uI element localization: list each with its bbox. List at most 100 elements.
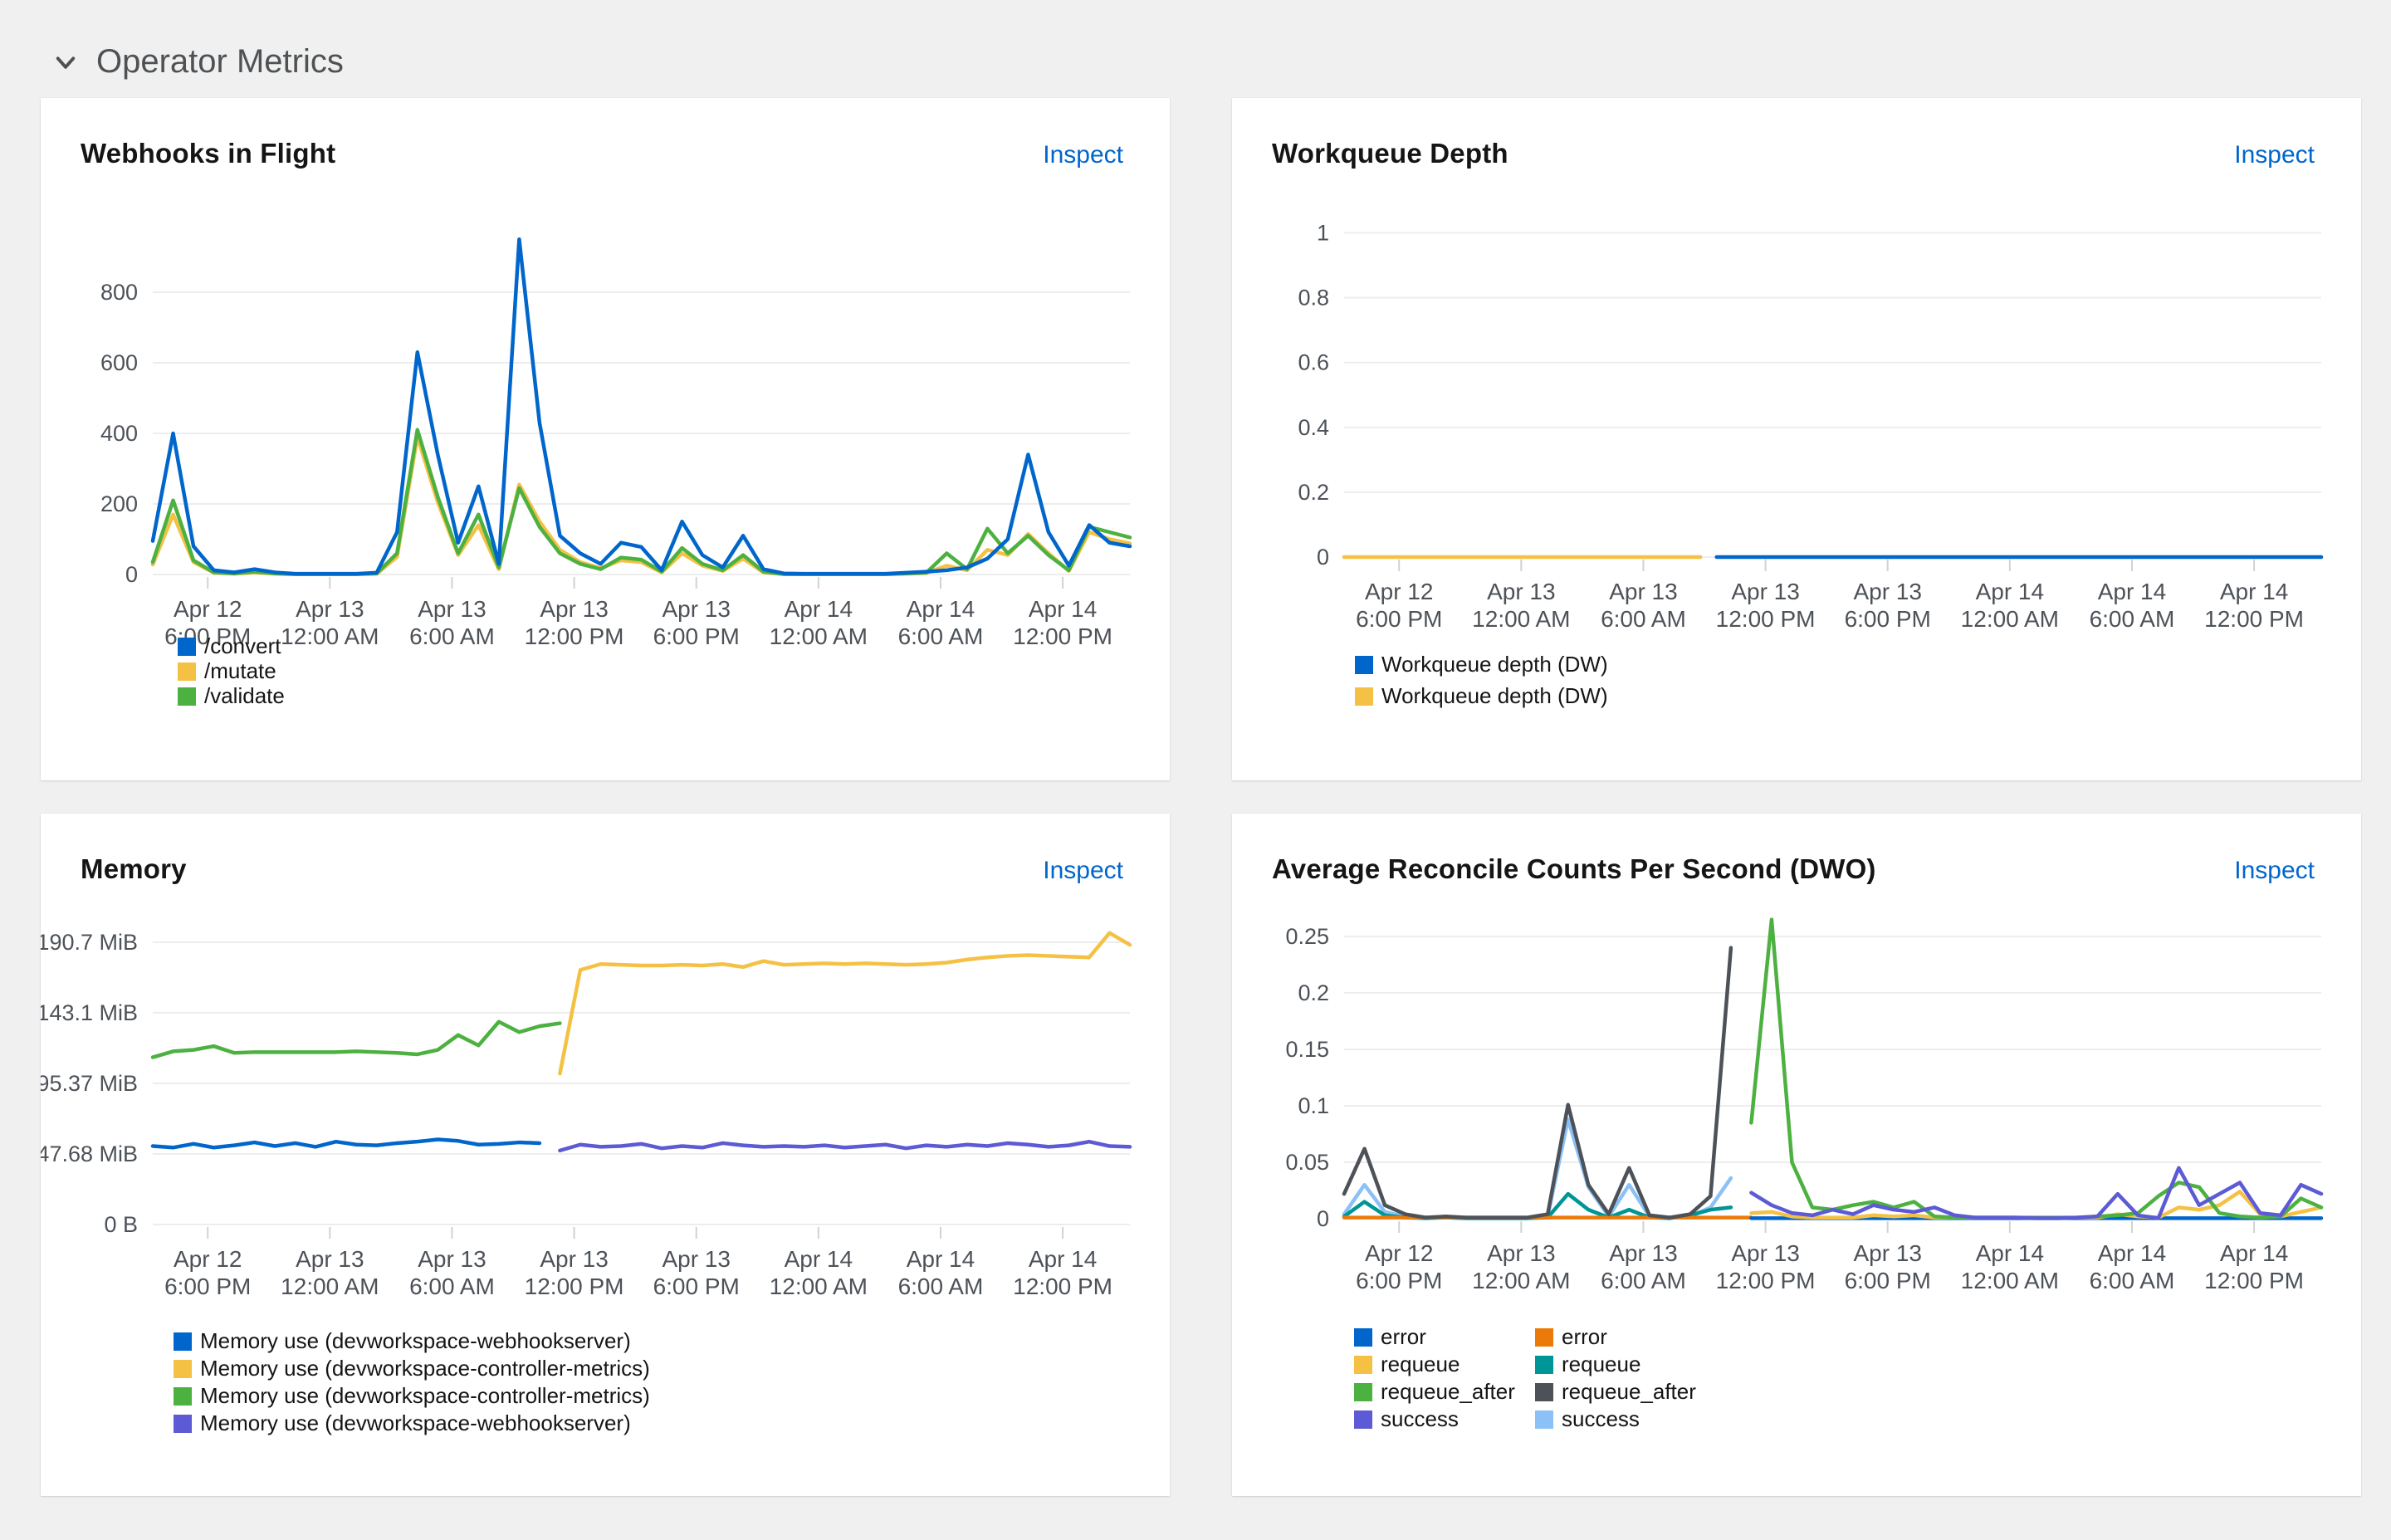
svg-text:Apr 13: Apr 13 xyxy=(1487,579,1556,604)
svg-text:Apr 14: Apr 14 xyxy=(785,596,853,622)
svg-text:12:00 AM: 12:00 AM xyxy=(770,1274,868,1299)
svg-text:0: 0 xyxy=(1317,1206,1329,1231)
inspect-link[interactable]: Inspect xyxy=(2234,141,2315,169)
svg-text:Memory use (devworkspace-webho: Memory use (devworkspace-webhookserver) xyxy=(200,1410,631,1435)
chevron-down-icon xyxy=(56,56,76,69)
panel-webhooks-in-flight: 0 200 400 600 800 Apr 12 6:00 PM Apr 13 12:00 AM… xyxy=(41,98,1170,780)
svg-text:0.4: 0.4 xyxy=(1298,415,1329,440)
svg-text:12:00 PM: 12:00 PM xyxy=(1013,1274,1112,1299)
svg-text:47.68 MiB: 47.68 MiB xyxy=(41,1142,138,1166)
section-title: Operator Metrics xyxy=(96,43,344,80)
svg-text:error: error xyxy=(1381,1324,1426,1349)
svg-text:12:00 AM: 12:00 AM xyxy=(1472,606,1570,632)
svg-text:0 B: 0 B xyxy=(104,1212,138,1237)
svg-text:Apr 13: Apr 13 xyxy=(662,596,731,622)
svg-text:success: success xyxy=(1381,1406,1459,1431)
svg-text:95.37 MiB: 95.37 MiB xyxy=(41,1071,138,1096)
svg-text:6:00 PM: 6:00 PM xyxy=(653,623,740,649)
inspect-link[interactable]: Inspect xyxy=(2234,857,2315,884)
svg-text:12:00 PM: 12:00 PM xyxy=(2204,1268,2304,1293)
svg-text:Apr 13: Apr 13 xyxy=(540,1246,609,1272)
svg-text:12:00 AM: 12:00 AM xyxy=(770,623,868,649)
panel-title: Workqueue Depth xyxy=(1272,138,1508,169)
svg-text:6:00 PM: 6:00 PM xyxy=(653,1274,740,1299)
svg-text:0.1: 0.1 xyxy=(1298,1093,1329,1118)
svg-text:12:00 PM: 12:00 PM xyxy=(1716,606,1816,632)
panel-title: Webhooks in Flight xyxy=(81,138,336,169)
svg-text:Apr 13: Apr 13 xyxy=(1853,579,1922,604)
svg-text:12:00 PM: 12:00 PM xyxy=(525,1274,624,1299)
svg-text:1: 1 xyxy=(1317,221,1329,246)
panel-title: Memory xyxy=(81,853,187,884)
svg-text:success: success xyxy=(1562,1406,1640,1431)
svg-text:Apr 13: Apr 13 xyxy=(1731,1240,1800,1266)
svg-text:requeue_after: requeue_after xyxy=(1562,1379,1696,1404)
svg-text:6:00 PM: 6:00 PM xyxy=(1845,606,1931,632)
svg-text:6:00 AM: 6:00 AM xyxy=(409,623,495,649)
svg-text:6:00 PM: 6:00 PM xyxy=(1845,1268,1931,1293)
svg-text:12:00 AM: 12:00 AM xyxy=(281,1274,379,1299)
operator-metrics-section-toggle[interactable]: Operator Metrics xyxy=(53,43,344,81)
svg-text:0.15: 0.15 xyxy=(1285,1037,1329,1062)
svg-text:12:00 AM: 12:00 AM xyxy=(1961,606,2059,632)
svg-text:400: 400 xyxy=(100,421,138,446)
svg-text:Workqueue depth (DW): Workqueue depth (DW) xyxy=(1381,683,1608,708)
svg-text:/mutate: /mutate xyxy=(204,658,276,683)
panel-workqueue-depth: 0 0.2 0.4 0.6 0.8 1 Apr 12 6:00 PM Apr 13 12:00 A… xyxy=(1232,98,2361,780)
svg-text:12:00 PM: 12:00 PM xyxy=(1013,623,1112,649)
svg-text:Apr 13: Apr 13 xyxy=(296,596,364,622)
svg-text:error: error xyxy=(1562,1324,1607,1349)
svg-text:Apr 13: Apr 13 xyxy=(1609,579,1678,604)
svg-text:Apr 14: Apr 14 xyxy=(1029,596,1098,622)
svg-text:Memory use (devworkspace-webho: Memory use (devworkspace-webhookserver) xyxy=(200,1328,631,1353)
svg-text:Apr 13: Apr 13 xyxy=(418,1246,487,1272)
svg-text:/validate: /validate xyxy=(204,683,285,708)
svg-text:6:00 PM: 6:00 PM xyxy=(164,1274,251,1299)
panel-memory: 0 B 47.68 MiB 95.37 MiB 143.1 MiB 190.7 MiB A… xyxy=(41,814,1170,1496)
svg-text:Apr 13: Apr 13 xyxy=(1487,1240,1556,1266)
svg-text:800: 800 xyxy=(100,280,138,305)
svg-text:0.05: 0.05 xyxy=(1285,1150,1329,1175)
svg-text:Apr 12: Apr 12 xyxy=(1365,579,1434,604)
svg-text:Apr 14: Apr 14 xyxy=(1029,1246,1098,1272)
svg-text:190.7 MiB: 190.7 MiB xyxy=(41,930,138,955)
svg-text:Memory use (devworkspace-contr: Memory use (devworkspace-controller-metr… xyxy=(200,1356,650,1381)
svg-text:12:00 PM: 12:00 PM xyxy=(2204,606,2304,632)
inspect-link[interactable]: Inspect xyxy=(1043,857,1123,884)
svg-text:0: 0 xyxy=(1317,545,1329,570)
svg-text:12:00 AM: 12:00 AM xyxy=(1472,1268,1570,1293)
svg-text:12:00 PM: 12:00 PM xyxy=(1716,1268,1816,1293)
svg-text:0.2: 0.2 xyxy=(1298,480,1329,505)
svg-text:Apr 14: Apr 14 xyxy=(785,1246,853,1272)
svg-text:Apr 13: Apr 13 xyxy=(418,596,487,622)
svg-text:6:00 AM: 6:00 AM xyxy=(898,1274,984,1299)
svg-text:Apr 14: Apr 14 xyxy=(2220,579,2289,604)
svg-text:Apr 14: Apr 14 xyxy=(2220,1240,2289,1266)
svg-text:Apr 14: Apr 14 xyxy=(907,1246,975,1272)
svg-text:6:00 AM: 6:00 AM xyxy=(1601,606,1686,632)
svg-text:0.6: 0.6 xyxy=(1298,350,1329,375)
inspect-link[interactable]: Inspect xyxy=(1043,141,1123,169)
svg-text:0.8: 0.8 xyxy=(1298,286,1329,310)
svg-text:143.1 MiB: 143.1 MiB xyxy=(41,1000,138,1025)
svg-text:6:00 AM: 6:00 AM xyxy=(409,1274,495,1299)
panel-average-reconcile-counts: 0 0.05 0.1 0.15 0.2 0.25 Apr 12 6:00 PM Apr 13 12… xyxy=(1232,814,2361,1496)
svg-text:6:00 AM: 6:00 AM xyxy=(1601,1268,1686,1293)
svg-text:6:00 PM: 6:00 PM xyxy=(1356,1268,1442,1293)
svg-text:Apr 14: Apr 14 xyxy=(1976,1240,2045,1266)
svg-text:12:00 AM: 12:00 AM xyxy=(1961,1268,2059,1293)
svg-text:6:00 PM: 6:00 PM xyxy=(1356,606,1442,632)
svg-text:6:00 AM: 6:00 AM xyxy=(898,623,984,649)
svg-text:Apr 14: Apr 14 xyxy=(1976,579,2045,604)
svg-text:requeue: requeue xyxy=(1562,1352,1640,1376)
svg-text:Workqueue depth (DW): Workqueue depth (DW) xyxy=(1381,652,1608,677)
svg-text:Apr 13: Apr 13 xyxy=(1853,1240,1922,1266)
svg-text:Apr 14: Apr 14 xyxy=(2098,1240,2167,1266)
svg-text:0.25: 0.25 xyxy=(1285,924,1329,949)
svg-text:Apr 14: Apr 14 xyxy=(907,596,975,622)
svg-text:0.2: 0.2 xyxy=(1298,980,1329,1005)
svg-text:Apr 12: Apr 12 xyxy=(1365,1240,1434,1266)
svg-text:requeue: requeue xyxy=(1381,1352,1460,1376)
svg-text:Apr 13: Apr 13 xyxy=(662,1246,731,1272)
